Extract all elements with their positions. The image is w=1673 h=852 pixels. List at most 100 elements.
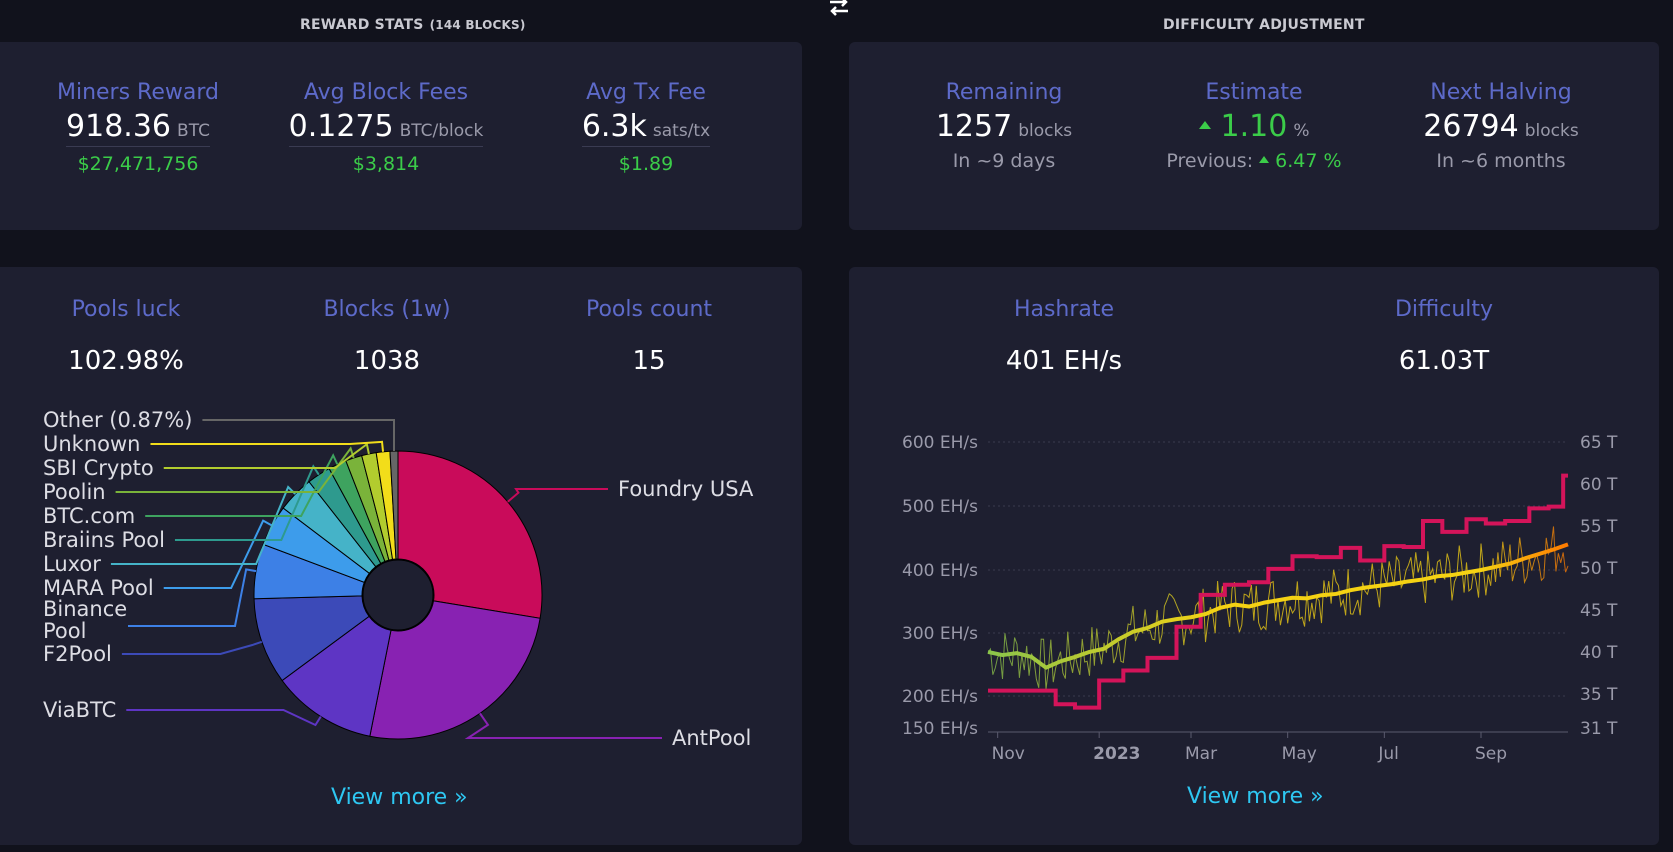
miners-reward-fiat: $27,471,756 [77,153,199,175]
hashrate-value: 401 EH/s [1005,346,1123,376]
estimate-value: 1.10% [1149,109,1359,144]
next-halving-label: Next Halving [1430,80,1572,105]
y-left-tick-label: 150 EH/s [902,719,978,739]
pie-connector-foundry-usa [507,488,608,503]
pie-slice-antpool[interactable] [369,600,541,740]
pie-label-sbi-crypto: SBI Crypto [43,456,154,480]
difficulty-stat: Difficulty 61.03T [1344,297,1544,376]
reward-stats-title-note: (144 BLOCKS) [429,18,526,32]
avg-block-fees-fiat: $3,814 [352,153,420,175]
miners-reward-stat: Miners Reward 918.36 BTC $27,471,756 [38,80,238,175]
reward-stats-title-text: REWARD STATS [300,17,424,33]
estimate-label: Estimate [1205,80,1303,105]
next-halving-unit: blocks [1524,121,1579,141]
next-halving-value: 26794 blocks [1423,109,1579,144]
avg-tx-fee-value: 6.3k sats/tx [581,109,711,147]
miners-reward-label: Miners Reward [56,80,219,105]
x-tick-label: 2023 [1093,744,1140,764]
donut-hole [362,559,434,631]
pie-connector-other-0-87 [202,419,395,451]
pie-connector-btc-com [145,453,339,517]
blocks-1w-stat: Blocks (1w) 1038 [297,297,477,376]
y-left-tick-label: 200 EH/s [902,687,978,707]
swap-arrows-icon[interactable] [826,0,852,18]
avg-tx-fee-fiat: $1.89 [618,153,674,175]
hashrate-average-line [987,542,1569,670]
up-triangle-icon [1198,120,1211,129]
pools-luck-value: 102.98% [68,346,184,376]
y-right-tick-label: 40 T [1580,643,1618,663]
y-right-tick-label: 65 T [1580,433,1618,453]
remaining-value: 1257 blocks [935,109,1073,144]
reward-stats-card: Miners Reward 918.36 BTC $27,471,756 Avg … [0,42,802,230]
pie-connector-unknown [150,440,385,452]
pie-label-other-0-87: Other (0.87%) [43,408,192,432]
pie-connector-luxor [110,485,296,565]
y-right-tick-label: 60 T [1580,475,1618,495]
pie-label-btc-com: BTC.com [43,504,135,528]
avg-block-fees-unit: BTC/block [399,121,484,141]
pie-connector-mara-pool [163,519,273,589]
miners-reward-unit: BTC [177,121,210,141]
pie-label-luxor: Luxor [43,552,101,576]
pools-view-more-link[interactable]: View more » [331,785,468,810]
hashrate-stat: Hashrate 401 EH/s [964,297,1164,376]
hashrate-raw-line [987,526,1569,690]
pie-connector-braiins-pool [174,464,320,541]
avg-block-fees-value: 0.1275 BTC/block [288,109,484,147]
blocks-1w-value: 1038 [353,346,421,376]
remaining-unit: blocks [1018,121,1073,141]
y-right-tick-label: 55 T [1580,517,1618,537]
estimate-previous: Previous: 6.47 % [1166,150,1342,172]
estimate-unit: % [1293,121,1310,141]
avg-block-fees-stat: Avg Block Fees 0.1275 BTC/block $3,814 [276,80,496,175]
pools-count-value: 15 [632,346,666,376]
x-tick-label: Jul [1377,744,1399,764]
next-halving-sub: In ~6 months [1436,150,1566,172]
pie-slice-viabtc[interactable] [281,615,392,737]
pie-label-binance-pool: Binance Pool [43,597,127,643]
pie-slice-other-0-87[interactable] [389,450,399,560]
avg-tx-fee-label: Avg Tx Fee [586,80,706,105]
pie-slice-foundry-usa[interactable] [397,450,543,619]
miners-reward-value: 918.36 BTC [66,109,210,147]
hashrate-difficulty-chart[interactable]: 600 EH/s 500 EH/s 400 EH/s 300 EH/s 200 EH/s… [850,420,1640,770]
pie-label-foundry-usa: Foundry USA [618,477,754,501]
difficulty-label: Difficulty [1394,297,1494,322]
remaining-label: Remaining [945,80,1063,105]
mining-view-more-link[interactable]: View more » [1187,784,1324,809]
pie-label-f2pool: F2Pool [43,642,112,666]
pie-label-viabtc: ViaBTC [43,698,116,722]
pie-label-antpool: AntPool [672,726,751,750]
pools-luck-stat: Pools luck 102.98% [36,297,216,376]
up-triangle-small-icon [1259,156,1270,163]
pools-count-label: Pools count [585,297,713,322]
mining-card: Hashrate 401 EH/s Difficulty 61.03T View… [849,267,1659,845]
next-halving-stat: Next Halving 26794 blocks In ~6 months [1401,80,1601,172]
y-left-tick-label: 400 EH/s [902,561,978,581]
remaining-sub: In ~9 days [952,150,1056,172]
y-left-tick-label: 500 EH/s [902,497,978,517]
avg-tx-fee-unit: sats/tx [652,121,711,141]
remaining-stat: Remaining 1257 blocks In ~9 days [904,80,1104,172]
y-right-tick-label: 50 T [1580,559,1618,579]
pie-connector-f2pool [121,640,263,655]
pie-label-poolin: Poolin [43,480,106,504]
avg-block-fees-label: Avg Block Fees [303,80,469,105]
x-tick-label: Mar [1185,744,1217,764]
pools-card: Pools luck 102.98% Blocks (1w) 1038 Pool… [0,267,802,845]
blocks-1w-label: Blocks (1w) [323,297,451,322]
x-tick-label: Sep [1475,744,1507,764]
y-right-tick-label: 31 T [1580,719,1618,739]
difficulty-adjustment-title: DIFFICULTY ADJUSTMENT [1163,17,1365,33]
pie-connector-binance-pool [128,568,257,627]
difficulty-step-line [988,473,1568,710]
hashrate-label: Hashrate [1013,297,1115,322]
pie-connector-antpool [464,712,662,739]
difficulty-value: 61.03T [1398,346,1490,376]
pools-luck-label: Pools luck [71,297,181,322]
pie-label-mara-pool: MARA Pool [43,576,154,600]
pie-connector-poolin [115,446,355,493]
y-left-tick-label: 600 EH/s [902,433,978,453]
